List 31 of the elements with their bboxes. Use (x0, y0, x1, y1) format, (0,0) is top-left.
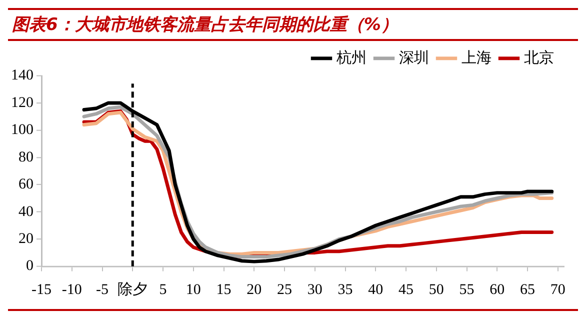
x-tick-label: 25 (277, 282, 292, 298)
x-tick-label: -10 (62, 282, 82, 298)
y-tick-label: 60 (18, 176, 34, 193)
legend-label: 深圳 (399, 49, 430, 66)
y-tick-label: 20 (18, 231, 34, 247)
y-tick-label: 140 (11, 68, 34, 84)
legend-label: 北京 (524, 49, 554, 66)
x-tick-label: 20 (246, 282, 262, 298)
x-tick-label: 40 (368, 282, 384, 298)
y-tick-label: 40 (18, 204, 34, 220)
y-tick-label: 0 (26, 258, 34, 274)
x-tick-label: 30 (307, 282, 322, 298)
y-tick-label: 80 (18, 149, 34, 166)
chart-title: 图表6：大城市地铁客流量占去年同期的比重（%） (8, 8, 578, 41)
x-tick-label: 15 (216, 282, 232, 298)
x-tick-label: 65 (520, 282, 536, 298)
legend-label: 杭州 (335, 49, 367, 66)
x-tick-label: 45 (398, 282, 414, 298)
x-tick-label: 70 (550, 282, 566, 298)
x-tick-label: 除夕 (118, 281, 148, 298)
x-tick-label: -5 (96, 282, 109, 298)
legend-label: 上海 (462, 49, 492, 66)
x-tick-label: 55 (459, 282, 474, 298)
x-tick-label: 60 (490, 282, 505, 298)
x-tick-label: 5 (159, 282, 167, 298)
y-tick-label: 120 (11, 94, 34, 111)
x-tick-label: 50 (428, 282, 444, 298)
x-tick-label: 10 (186, 282, 201, 298)
y-tick-label: 100 (11, 122, 34, 138)
x-tick-label: 35 (338, 282, 353, 298)
x-tick-label: -15 (32, 282, 52, 298)
